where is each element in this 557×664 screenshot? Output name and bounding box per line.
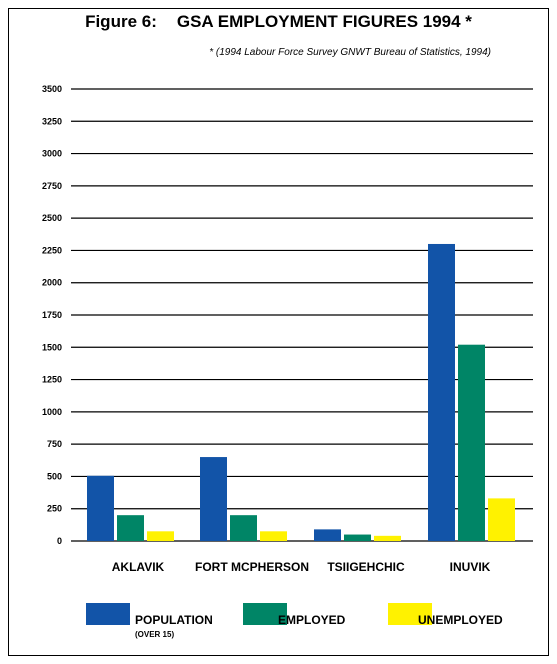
y-tick-label: 250	[47, 504, 62, 514]
y-tick-label: 2750	[42, 181, 62, 191]
y-tick-label: 1750	[42, 310, 62, 320]
bars	[87, 243, 515, 541]
bar-unemployed-fort-mcpherson	[260, 531, 287, 541]
bar-unemployed-tsiigehchic	[374, 535, 401, 541]
chart-subtitle: * (1994 Labour Force Survey GNWT Bureau …	[209, 47, 491, 58]
figure-title: Figure 6: GSA EMPLOYMENT FIGURES 1994 *	[0, 12, 557, 32]
y-tick-label: 500	[47, 471, 62, 481]
y-tick-label: 0	[57, 536, 62, 546]
y-tick-label: 1000	[42, 407, 62, 417]
x-axis-labels: AKLAVIK FORT MCPHERSON TSIIGEHCHIC INUVIK	[112, 560, 491, 574]
y-tick-label: 2250	[42, 245, 62, 255]
x-category-label: INUVIK	[450, 560, 491, 574]
y-tick-label: 1500	[42, 342, 62, 352]
x-category-label: TSIIGEHCHIC	[327, 560, 405, 574]
bar-population-inuvik	[428, 243, 455, 541]
bar-population-tsiigehchic	[314, 529, 341, 541]
y-tick-label: 3250	[42, 116, 62, 126]
y-tick-label: 2000	[42, 278, 62, 288]
bar-unemployed-inuvik	[488, 498, 515, 541]
y-tick-label: 3500	[42, 84, 62, 94]
bar-employed-tsiigehchic	[344, 534, 371, 541]
y-tick-label: 2500	[42, 213, 62, 223]
bar-population-aklavik	[87, 475, 114, 541]
bar-employed-aklavik	[117, 515, 144, 541]
chart-title: GSA EMPLOYMENT FIGURES 1994 *	[176, 12, 472, 31]
figure-frame	[8, 8, 549, 656]
bar-unemployed-aklavik	[147, 531, 174, 541]
bar-employed-fort-mcpherson	[230, 515, 257, 541]
bar-employed-inuvik	[458, 344, 485, 541]
y-tick-label: 750	[47, 439, 62, 449]
y-tick-label: 3000	[42, 149, 62, 159]
y-axis-ticks: 0 250 500 750 1000 1250 1500 1750 2000 2250 2500 27…	[42, 84, 62, 546]
bar-population-fort-mcpherson	[200, 457, 227, 541]
y-tick-label: 1250	[42, 375, 62, 385]
x-category-label: AKLAVIK	[112, 560, 165, 574]
figure-label: Figure 6:	[85, 12, 157, 31]
x-category-label: FORT MCPHERSON	[195, 560, 309, 574]
